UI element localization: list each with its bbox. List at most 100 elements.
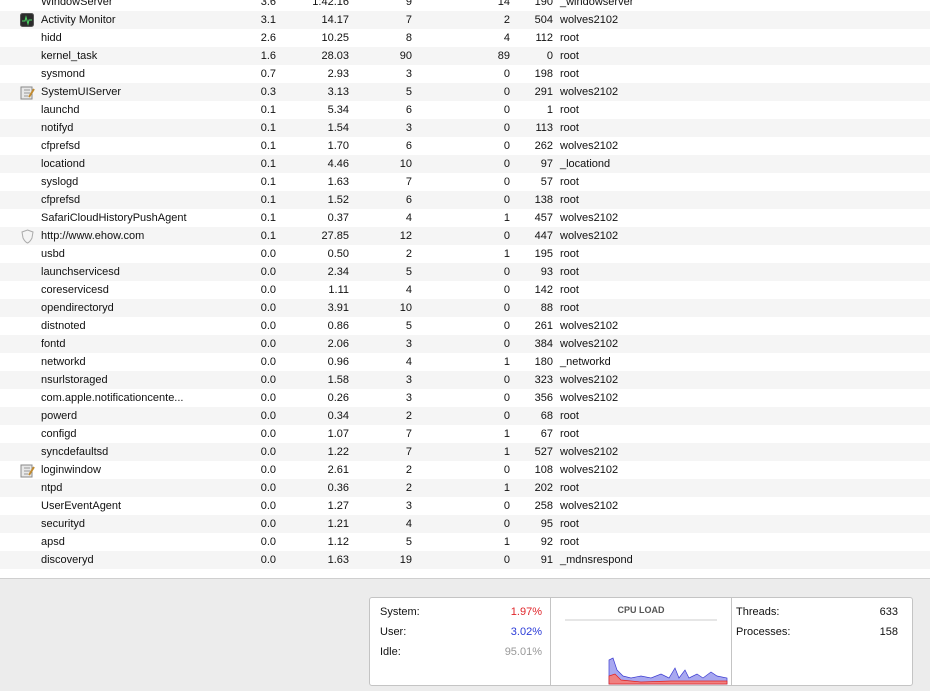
pid: 92 bbox=[540, 536, 553, 548]
process-row[interactable]: nsurlstoraged 0.0 1.58 3 0 323 wolves2102 bbox=[0, 371, 930, 389]
process-row[interactable]: locationd 0.1 4.46 10 0 97 _locationd bbox=[0, 155, 930, 173]
process-row[interactable]: launchd 0.1 5.34 6 0 1 root bbox=[0, 101, 930, 119]
user: root bbox=[560, 68, 579, 80]
process-row[interactable]: Activity Monitor 3.1 14.17 7 2 504 wolves2102 bbox=[0, 11, 930, 29]
pid: 91 bbox=[540, 554, 553, 566]
process-name: configd bbox=[41, 428, 77, 440]
app-icon bbox=[20, 13, 34, 27]
process-row[interactable]: discoveryd 0.0 1.63 19 0 91 _mdnsrespond bbox=[0, 551, 930, 569]
cpu-percent: 0.0 bbox=[260, 392, 276, 404]
cpu-percent: 0.0 bbox=[260, 554, 276, 566]
process-row[interactable]: SafariCloudHistoryPushAgent 0.1 0.37 4 1 457 w… bbox=[0, 209, 930, 227]
process-row[interactable]: cfprefsd 0.1 1.52 6 0 138 root bbox=[0, 191, 930, 209]
process-row[interactable]: http://www.ehow.com 0.1 27.85 12 0 447 wolves2… bbox=[0, 227, 930, 245]
cpu-percent: 0.0 bbox=[260, 356, 276, 368]
process-row[interactable]: powerd 0.0 0.34 2 0 68 root bbox=[0, 407, 930, 425]
process-name: locationd bbox=[41, 158, 86, 170]
value: 633 bbox=[879, 606, 898, 618]
cpu-time: 1.11 bbox=[328, 284, 349, 296]
user: wolves2102 bbox=[560, 392, 619, 404]
process-row[interactable]: apsd 0.0 1.12 5 1 92 root bbox=[0, 533, 930, 551]
cpu-time: 1.12 bbox=[327, 536, 349, 548]
process-row[interactable]: syslogd 0.1 1.63 7 0 57 root bbox=[0, 173, 930, 191]
process-row[interactable]: configd 0.0 1.07 7 1 67 root bbox=[0, 425, 930, 443]
user: wolves2102 bbox=[560, 464, 619, 476]
pid: 142 bbox=[534, 284, 553, 296]
process-name: com.apple.notificationcente... bbox=[41, 392, 184, 404]
idle-wakeups: 1 bbox=[503, 482, 510, 494]
process-name: powerd bbox=[41, 410, 78, 422]
process-row[interactable]: networkd 0.0 0.96 4 1 180 _networkd bbox=[0, 353, 930, 371]
process-row[interactable]: UserEventAgent 0.0 1.27 3 0 258 wolves2102 bbox=[0, 497, 930, 515]
process-row[interactable]: kernel_task 1.6 28.03 90 89 0 root bbox=[0, 47, 930, 65]
process-name: kernel_task bbox=[41, 50, 98, 62]
process-row[interactable]: fontd 0.0 2.06 3 0 384 wolves2102 bbox=[0, 335, 930, 353]
threads: 3 bbox=[405, 500, 412, 512]
threads: 2 bbox=[405, 464, 412, 476]
threads: 10 bbox=[399, 302, 412, 314]
process-name: cfprefsd bbox=[41, 194, 81, 206]
process-row[interactable]: WindowServer 3.6 1:42.16 9 14 190 _windowserve… bbox=[0, 0, 930, 11]
pid: 323 bbox=[534, 374, 553, 386]
process-row[interactable]: SystemUIServer 0.3 3.13 5 0 291 wolves2102 bbox=[0, 83, 930, 101]
cpu-time: 28.03 bbox=[321, 50, 349, 62]
value: 158 bbox=[879, 626, 898, 638]
cpu-panel: System: 1.97% User: 3.02% Idle: 95.01% C… bbox=[369, 597, 913, 686]
cpu-time: 1.54 bbox=[327, 122, 349, 134]
user: wolves2102 bbox=[560, 338, 619, 350]
threads: 7 bbox=[405, 176, 412, 188]
cpu-percent: 0.0 bbox=[260, 410, 276, 422]
cpu-percent: 1.6 bbox=[260, 50, 276, 62]
process-row[interactable]: com.apple.notificationcente... 0.0 0.26 3 0 3… bbox=[0, 389, 930, 407]
process-row[interactable]: cfprefsd 0.1 1.70 6 0 262 wolves2102 bbox=[0, 137, 930, 155]
threads: 6 bbox=[405, 104, 412, 116]
process-row[interactable]: notifyd 0.1 1.54 3 0 113 root bbox=[0, 119, 930, 137]
threads: 3 bbox=[405, 68, 412, 80]
pid: 97 bbox=[540, 158, 553, 170]
process-row[interactable]: sysmond 0.7 2.93 3 0 198 root bbox=[0, 65, 930, 83]
process-name: syncdefaultsd bbox=[41, 446, 109, 458]
user: wolves2102 bbox=[560, 374, 619, 386]
idle-wakeups: 1 bbox=[503, 446, 510, 458]
process-name: coreservicesd bbox=[41, 284, 109, 296]
cpu-time: 14.17 bbox=[321, 14, 349, 26]
process-row[interactable]: distnoted 0.0 0.86 5 0 261 wolves2102 bbox=[0, 317, 930, 335]
process-name: http://www.ehow.com bbox=[41, 230, 145, 242]
user: root bbox=[560, 32, 579, 44]
pid: 195 bbox=[534, 248, 553, 260]
threads: 5 bbox=[405, 320, 412, 332]
threads: 8 bbox=[405, 32, 412, 44]
process-row[interactable]: ntpd 0.0 0.36 2 1 202 root bbox=[0, 479, 930, 497]
cpu-percent: 0.0 bbox=[260, 482, 276, 494]
idle-wakeups: 89 bbox=[497, 50, 510, 62]
process-row[interactable]: opendirectoryd 0.0 3.91 10 0 88 root bbox=[0, 299, 930, 317]
cpu-graph bbox=[565, 619, 728, 685]
process-row[interactable]: syncdefaultsd 0.0 1.22 7 1 527 wolves2102 bbox=[0, 443, 930, 461]
cpu-time: 1.58 bbox=[327, 374, 349, 386]
process-row[interactable]: hidd 2.6 10.25 8 4 112 root bbox=[0, 29, 930, 47]
cpu-percent: 0.1 bbox=[260, 122, 276, 134]
footer: System: 1.97% User: 3.02% Idle: 95.01% C… bbox=[0, 578, 930, 691]
cpu-percent: 0.7 bbox=[260, 68, 276, 80]
cpu-time: 1.52 bbox=[327, 194, 349, 206]
process-row[interactable]: securityd 0.0 1.21 4 0 95 root bbox=[0, 515, 930, 533]
user: wolves2102 bbox=[560, 230, 619, 242]
pid: 93 bbox=[540, 266, 553, 278]
process-name: networkd bbox=[41, 356, 86, 368]
cpu-time: 0.86 bbox=[327, 320, 349, 332]
idle-wakeups: 0 bbox=[503, 392, 510, 404]
cpu-percent: 0.0 bbox=[260, 248, 276, 260]
idle-wakeups: 0 bbox=[503, 302, 510, 314]
idle-wakeups: 0 bbox=[503, 518, 510, 530]
process-row[interactable]: launchservicesd 0.0 2.34 5 0 93 root bbox=[0, 263, 930, 281]
cpu-percent: 0.1 bbox=[260, 176, 276, 188]
pid: 258 bbox=[534, 500, 553, 512]
process-row[interactable]: usbd 0.0 0.50 2 1 195 root bbox=[0, 245, 930, 263]
pid: 108 bbox=[534, 464, 553, 476]
user: _windowserver bbox=[560, 0, 634, 8]
process-name: opendirectoryd bbox=[41, 302, 114, 314]
process-row[interactable]: coreservicesd 0.0 1.11 4 0 142 root bbox=[0, 281, 930, 299]
process-row[interactable]: loginwindow 0.0 2.61 2 0 108 wolves2102 bbox=[0, 461, 930, 479]
threads: 7 bbox=[405, 428, 412, 440]
pid: 57 bbox=[540, 176, 553, 188]
